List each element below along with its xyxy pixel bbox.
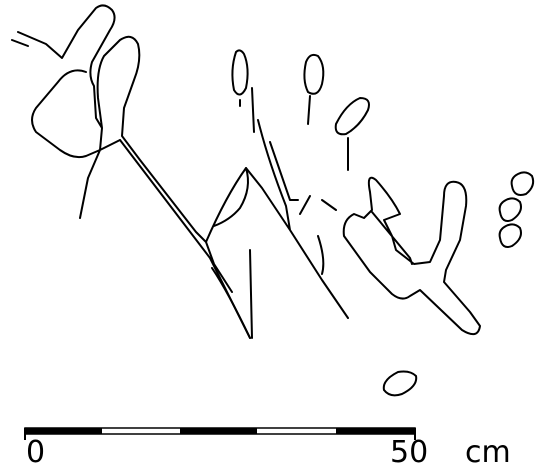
scale-unit: cm: [465, 435, 511, 466]
figure-head-2: [303, 53, 325, 125]
petroglyph: [11, 4, 535, 397]
figure-right: [342, 176, 481, 336]
stick-line: [119, 139, 253, 339]
scale-bar: 0 50 cm: [24, 427, 511, 466]
figure-head-3: [334, 97, 370, 171]
oval-1: [510, 171, 535, 196]
figure-body-line: [245, 87, 349, 319]
scale-segment: [25, 428, 102, 434]
figure-head: [231, 49, 249, 107]
scale-segment: [180, 428, 257, 434]
figure-outline: [11, 4, 251, 339]
oval-3: [498, 223, 522, 248]
scale-segment: [336, 428, 415, 434]
oval-2: [498, 197, 522, 222]
scale-start: 0: [26, 435, 45, 466]
scale-end: 50: [390, 435, 428, 466]
figure-left-leg: [205, 167, 249, 243]
oval-4: [382, 370, 418, 397]
